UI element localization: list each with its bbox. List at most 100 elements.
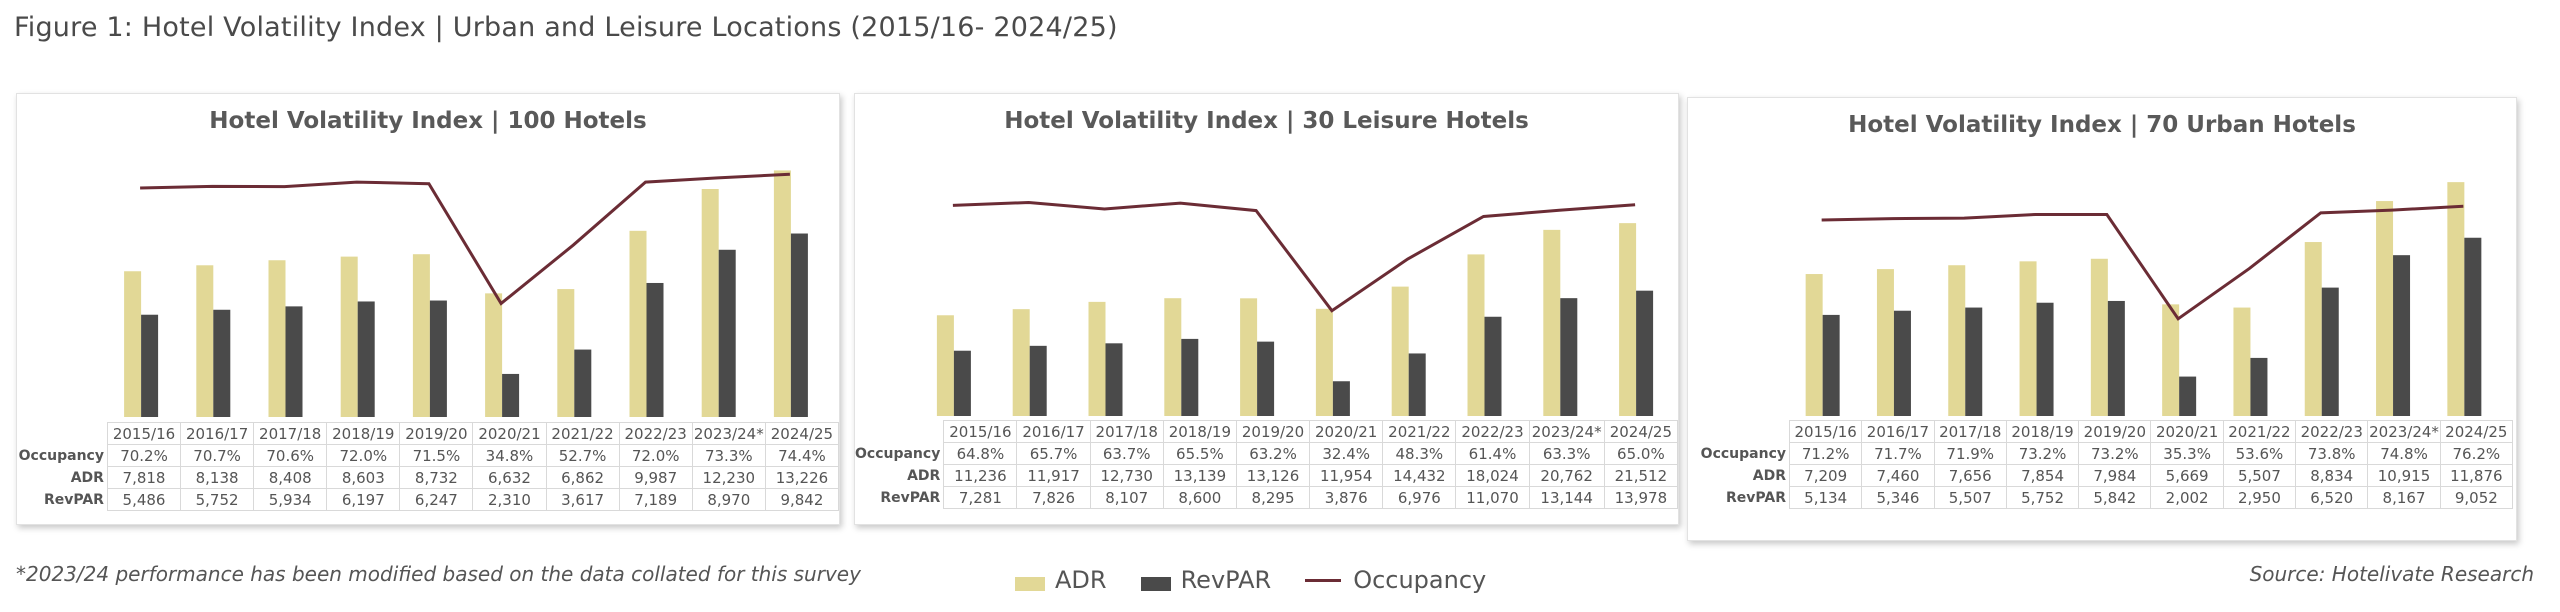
chart-title: Hotel Volatility Index | 100 Hotels — [209, 108, 647, 134]
x-tick-label: 2021/22 — [545, 422, 620, 445]
adr-bar — [557, 289, 575, 417]
revpar-bar — [574, 349, 592, 417]
row-label: Occupancy — [18, 447, 104, 464]
adr-bar — [2162, 304, 2180, 416]
data-label: 3,876 — [1309, 486, 1384, 509]
data-label: 73.8% — [2295, 442, 2369, 465]
data-label: 6,247 — [399, 488, 474, 511]
data-label: 10,915 — [2367, 464, 2441, 487]
data-label: 6,197 — [326, 488, 401, 511]
x-tick-label: 2023/24* — [1528, 420, 1605, 443]
data-label: 13,139 — [1162, 464, 1237, 487]
adr-bar — [1805, 274, 1823, 416]
data-label: 5,134 — [1788, 486, 1863, 509]
chart-panel-100-hotels: Hotel Volatility Index | 100 Hotels 2015… — [16, 93, 840, 525]
x-tick-label: 2022/23 — [2295, 420, 2369, 443]
data-label: 71.2% — [1788, 442, 1863, 465]
legend-label: RevPAR — [1180, 566, 1272, 594]
data-label: 70.2% — [106, 444, 182, 467]
data-label: 6,976 — [1382, 486, 1457, 509]
legend-label: ADR — [1055, 566, 1107, 594]
data-label: 11,070 — [1455, 486, 1530, 509]
revpar-bar — [1332, 381, 1350, 416]
chart-plot — [124, 170, 808, 417]
row-label — [855, 421, 944, 443]
legend-item-adr: ADR — [1015, 566, 1107, 594]
data-label: 70.6% — [253, 444, 328, 467]
data-label: 9,987 — [618, 466, 693, 489]
x-tick-label: 2015/16 — [106, 422, 182, 445]
adr-bar — [1543, 229, 1561, 416]
row-label: Occupancy — [1700, 445, 1786, 462]
x-tick-label: 2020/21 — [472, 422, 547, 445]
data-label: 8,295 — [1235, 486, 1311, 509]
adr-bar — [2019, 261, 2037, 416]
x-tick-label: 2018/19 — [326, 422, 401, 445]
data-label: 3,617 — [545, 488, 620, 511]
revpar-bar — [1965, 307, 1983, 416]
data-label: 8,408 — [253, 466, 328, 489]
revpar-bar — [2107, 300, 2125, 416]
adr-row: ADR 7,818 8,138 8,408 8,603 8,732 6,632 6,862 9,… — [17, 466, 840, 489]
revpar-bar — [1181, 338, 1199, 416]
adr-bar — [2233, 307, 2251, 416]
data-table: 2015/16 2016/17 2017/18 2018/19 2019/20 2020/… — [855, 420, 1679, 509]
x-tick-label: 2019/20 — [2078, 420, 2152, 443]
revpar-bar — [1560, 298, 1578, 416]
data-label: 12,230 — [691, 466, 766, 489]
data-label: 18,024 — [1455, 464, 1530, 487]
data-label: 64.8% — [943, 442, 1018, 465]
revpar-bar — [2464, 237, 2482, 416]
data-label: 72.0% — [618, 444, 693, 467]
data-label: 7,984 — [2078, 464, 2152, 487]
data-label: 9,842 — [764, 488, 840, 511]
data-label: 5,842 — [2078, 486, 2152, 509]
x-tick-label: 2023/24* — [2367, 420, 2441, 443]
row-label: RevPAR — [43, 491, 104, 508]
occupancy-line — [140, 172, 790, 306]
adr-bar — [1164, 298, 1182, 416]
row-label: ADR — [70, 469, 104, 486]
adr-bar — [1315, 308, 1333, 416]
data-label: 35.3% — [2150, 442, 2224, 465]
adr-bar — [629, 230, 647, 417]
data-label: 5,752 — [180, 488, 255, 511]
legend-item-revpar: RevPAR — [1140, 566, 1272, 594]
revpar-bar — [1105, 343, 1123, 416]
data-label: 73.2% — [2078, 442, 2152, 465]
revpar-bar — [953, 350, 971, 416]
x-tick-label: 2019/20 — [1235, 420, 1311, 443]
adr-row: ADR 11,236 11,917 12,730 13,139 13,126 11,954 1… — [855, 464, 1679, 487]
data-label: 8,600 — [1162, 486, 1237, 509]
data-label: 8,834 — [2295, 464, 2369, 487]
source-note: Source: Hotelivate Research — [2249, 562, 2534, 586]
adr-bar — [2447, 182, 2465, 416]
data-label: 7,656 — [1933, 464, 2007, 487]
data-label: 11,954 — [1309, 464, 1384, 487]
x-tick-label: 2015/16 — [943, 420, 1018, 443]
x-tick-label: 2024/25 — [764, 422, 840, 445]
x-tick-label: 2019/20 — [399, 422, 474, 445]
chart-title: Hotel Volatility Index | 70 Urban Hotels — [1848, 112, 2356, 138]
data-label: 5,346 — [1861, 486, 1935, 509]
data-label: 13,978 — [1603, 486, 1679, 509]
revpar-bar — [2321, 287, 2339, 416]
revpar-bar — [2393, 255, 2411, 416]
data-label: 73.2% — [2005, 442, 2080, 465]
revpar-bar — [2036, 302, 2054, 416]
row-label: ADR — [907, 467, 941, 484]
data-label: 2,310 — [472, 488, 547, 511]
row-label: RevPAR — [880, 489, 941, 506]
revpar-row: RevPAR 5,134 5,346 5,507 5,752 5,842 2,002 2,95… — [1688, 486, 2513, 509]
adr-bar — [340, 256, 358, 417]
footnote: *2023/24 performance has been modified b… — [16, 562, 861, 586]
data-label: 7,854 — [2005, 464, 2080, 487]
data-label: 53.6% — [2222, 442, 2297, 465]
data-label: 7,189 — [618, 488, 693, 511]
revpar-bar — [1822, 314, 1840, 416]
adr-bar — [485, 293, 503, 417]
data-label: 7,209 — [1788, 464, 1863, 487]
legend-label: Occupancy — [1353, 566, 1487, 594]
x-tick-label: 2015/16 — [1788, 420, 1863, 443]
data-label: 5,486 — [106, 488, 182, 511]
